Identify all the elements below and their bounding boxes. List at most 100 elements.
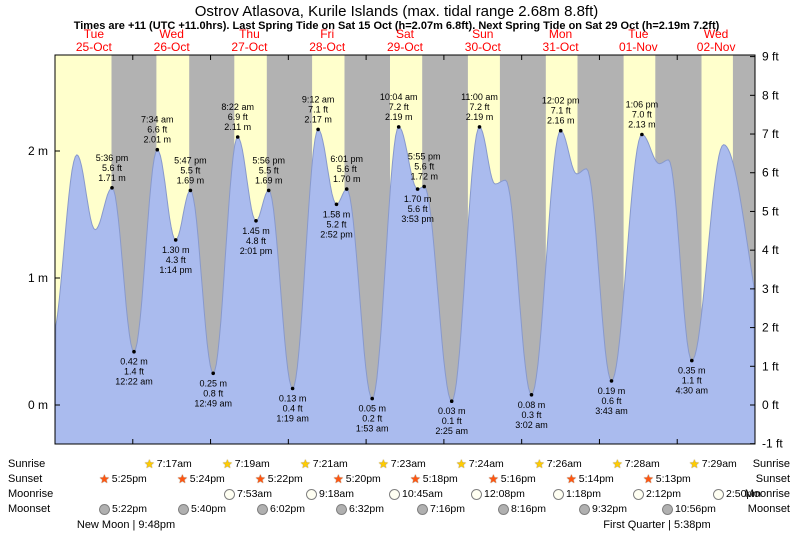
tide-annotation: 2:52 pm [320,229,353,239]
y-axis-label-ft: 4 ft [762,243,779,257]
tide-annotation: 2.01 m [144,135,172,145]
tide-annotation: 1.72 m [410,172,438,182]
tide-annotation: 9:12 am [302,94,335,104]
moonrise-time: 12:08pm [484,488,525,500]
tide-high-dot [235,135,240,139]
moonset-row: Moonset Moonset 5:22pm 5:40pm 6:02pm 6:32pm 7:… [0,502,793,517]
tide-high-dot [344,187,349,191]
sunset-icon: ★ [488,472,499,486]
y-axis-label-ft: 1 ft [762,359,779,373]
moonrise-time: 2:12pm [646,488,682,500]
day-date-label: 28-Oct [309,40,346,54]
moon-phase-label: New Moon | 9:48pm [76,519,176,531]
tide-chart: 2 m 1 m 0 m 9 ft 8 ft 7 ft 6 ft 5 ft 4 ft 3 ft 2 f… [28,27,783,451]
tide-high-dot [558,128,563,133]
tide-annotation: 8:22 am [221,102,254,112]
moonset-event: 6:02pm [257,503,305,515]
moonrise-row: Moonrise Moonrise 7:53am 9:18am 10:45am 12:08… [0,487,793,502]
tide-annotation: 3:43 am [595,406,628,416]
moonrise-time: 2:50pm [726,488,762,500]
moonset-time: 7:16pm [430,503,466,515]
tide-annotation: 0.3 ft [521,410,542,420]
moonset-time: 6:32pm [349,503,385,515]
tide-annotation: 5.2 ft [326,219,347,229]
tide-annotation: 0.08 m [518,400,546,410]
sunset-icon: ★ [177,472,188,486]
sunrise-time: 7:26am [546,458,582,470]
tide-annotation: 6.6 ft [147,125,168,135]
sunrise-event: ★ 7:28am [612,458,660,470]
sunset-event: ★ 5:13pm [643,473,691,485]
moonset-event: 6:32pm [336,503,384,515]
moonrise-event: 2:50pm [713,488,761,500]
moonset-time: 10:56pm [675,503,716,515]
tide-annotation: 1.1 ft [682,376,703,386]
tide-curve-area [54,126,756,445]
y-axis-label-ft: 2 ft [762,321,779,335]
sunset-time: 5:14pm [578,473,614,485]
tide-high-dot [640,132,644,137]
moonset-icon [498,503,509,515]
sunset-time: 5:24pm [189,473,225,485]
tide-annotation: 5.6 ft [102,163,123,173]
tide-annotation: 2:25 am [435,426,468,436]
sunset-icon: ★ [566,472,577,486]
day-date-label: 29-Oct [387,40,424,54]
sunrise-event: ★ 7:17am [144,458,192,470]
moonrise-label-left: Moonrise [8,488,54,500]
sunrise-event: ★ 7:23am [378,458,426,470]
moonset-icon [336,503,347,515]
y-axis-label-ft: 6 ft [762,166,779,180]
sunset-icon: ★ [643,472,654,486]
tide-high-dot [188,188,193,193]
day-of-week-label: Fri [320,27,334,41]
sunrise-icon: ★ [222,457,233,471]
moonset-time: 8:16pm [511,503,547,515]
tide-annotation: 2.17 m [304,114,332,124]
y-axis-label-ft: 5 ft [762,204,779,218]
tide-annotation: 3:53 pm [401,214,434,224]
sunset-event: ★ 5:24pm [177,473,225,485]
tide-low-dot [334,202,339,207]
moonrise-time: 1:18pm [566,488,602,500]
day-date-label: 30-Oct [465,40,502,54]
moonset-event: 5:40pm [178,503,226,515]
tide-annotation: 0.4 ft [283,404,304,414]
moonset-time: 6:02pm [270,503,306,515]
moonrise-icon [471,488,482,500]
y-axis-label-ft: 3 ft [762,282,779,296]
tide-annotation: 0.2 ft [362,414,383,424]
sunrise-time: 7:24am [468,458,504,470]
sunrise-icon: ★ [456,457,467,471]
y-axis-label-m: 0 m [28,398,48,412]
sunrise-icon: ★ [144,457,155,471]
astro-section: Sunrise Sunrise ★ 7:17am ★ 7:19am ★ 7:21am ★ 7:23… [0,455,793,539]
tide-annotation: 0.13 m [279,394,307,404]
day-date-label: 27-Oct [231,40,268,54]
moonrise-icon [306,488,317,500]
sunrise-icon: ★ [300,457,311,471]
tide-annotation: 1.71 m [98,173,126,183]
tide-annotation: 12:02 pm [542,96,580,106]
tide-high-dot [155,147,160,152]
tide-low-dot [254,219,258,223]
y-axis-label-ft: 7 ft [762,127,779,141]
tide-annotation: 7.1 ft [308,104,329,114]
day-of-week-label: Thu [239,27,260,41]
tide-annotation: 0.05 m [358,404,386,414]
sunset-event: ★ 5:25pm [99,473,147,485]
tide-low-dot [132,349,136,354]
day-of-week-label: Sun [472,27,493,41]
moonset-icon [662,503,673,515]
day-of-week-label: Mon [549,27,572,41]
tide-annotation: 1.70 m [404,194,432,204]
moonrise-icon [389,488,400,500]
sunrise-label-left: Sunrise [8,458,46,470]
tide-annotation: 4.8 ft [246,236,267,246]
tide-annotation: 12:22 am [115,377,153,387]
sunrise-event: ★ 7:29am [689,458,737,470]
moonset-icon [178,503,189,515]
tide-annotation: 1.69 m [177,175,205,185]
tide-annotation: 5.5 ft [180,165,201,175]
moonrise-event: 10:45am [389,488,443,500]
